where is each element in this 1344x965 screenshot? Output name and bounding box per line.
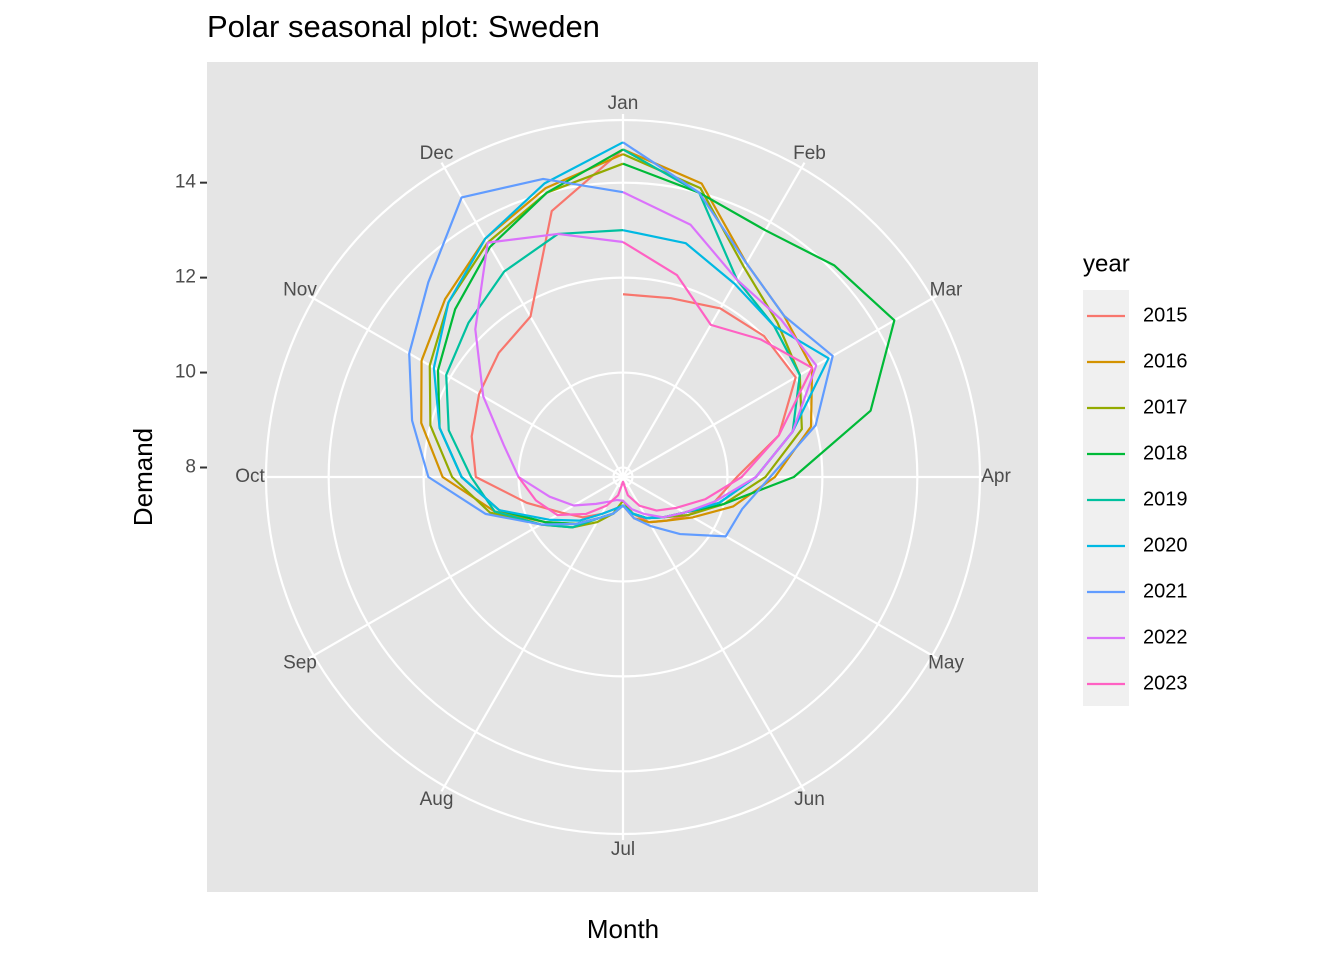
chart-title: Polar seasonal plot: Sweden bbox=[207, 9, 600, 44]
y-tick-label: 14 bbox=[175, 172, 197, 193]
series-line bbox=[517, 241, 814, 517]
x-tick-label: Dec bbox=[420, 143, 454, 164]
y-tick-label: 12 bbox=[175, 267, 196, 288]
x-tick-label: Apr bbox=[981, 466, 1011, 487]
legend-label: 2023 bbox=[1143, 672, 1188, 694]
grid-spoke bbox=[622, 162, 806, 478]
series-line bbox=[474, 191, 818, 519]
grid-spoke bbox=[440, 162, 624, 478]
y-axis-title: Demand bbox=[128, 428, 158, 526]
x-tick-label: Nov bbox=[283, 280, 317, 301]
legend-title: year bbox=[1083, 250, 1130, 277]
grid-spoke bbox=[308, 294, 624, 478]
grid-spoke bbox=[440, 476, 624, 792]
legend-label: 2016 bbox=[1143, 350, 1188, 372]
grid-spoke bbox=[622, 294, 938, 478]
x-tick-label: Jun bbox=[794, 789, 825, 810]
lines bbox=[408, 141, 896, 538]
legend-key-background bbox=[1083, 290, 1129, 706]
legend-label: 2020 bbox=[1143, 534, 1188, 556]
grid: 8 10 12 14 Jan Feb Mar Apr May Jun Jul Aug Sep Oct Nov… bbox=[175, 93, 1012, 860]
legend-label: 2022 bbox=[1143, 626, 1188, 648]
x-tick-label: Oct bbox=[235, 466, 265, 487]
legend: 2015 2016 2017 2018 2019 2020 2021 2022 2023 bbox=[1087, 304, 1188, 694]
legend-label: 2021 bbox=[1143, 580, 1188, 602]
x-tick-label: Mar bbox=[930, 280, 963, 301]
x-tick-label: May bbox=[928, 653, 964, 674]
x-tick-label: Aug bbox=[420, 789, 454, 810]
x-tick-label: Jul bbox=[611, 839, 635, 860]
x-tick-label: Feb bbox=[793, 143, 826, 164]
legend-label: 2018 bbox=[1143, 442, 1188, 464]
series-line bbox=[408, 141, 834, 538]
x-tick-label: Sep bbox=[283, 653, 317, 674]
x-tick-label: Jan bbox=[608, 93, 639, 114]
legend-label: 2017 bbox=[1143, 396, 1188, 418]
grid-spoke bbox=[308, 476, 624, 660]
legend-label: 2019 bbox=[1143, 488, 1188, 510]
y-tick-label: 10 bbox=[175, 362, 196, 383]
x-axis-title: Month bbox=[587, 914, 659, 944]
grid-spoke bbox=[622, 476, 806, 792]
y-tick-label: 8 bbox=[185, 457, 196, 478]
legend-label: 2015 bbox=[1143, 304, 1188, 326]
